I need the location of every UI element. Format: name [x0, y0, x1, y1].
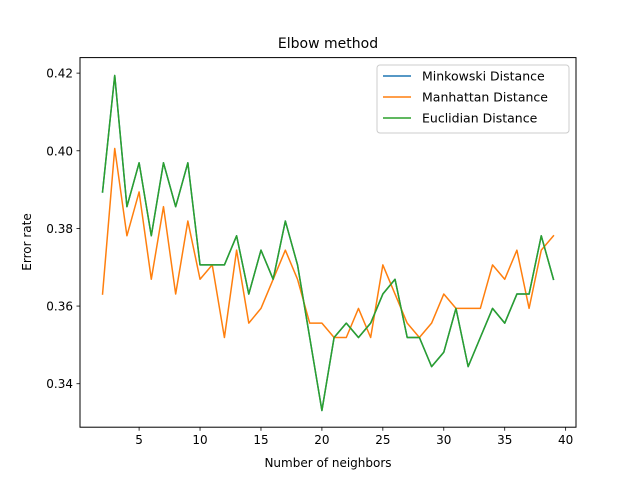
x-tick-label: 30: [436, 433, 451, 447]
plot-area: [79, 57, 577, 428]
legend-frame: [376, 64, 570, 134]
series-lines: [101, 74, 555, 412]
x-tick-label: 20: [314, 433, 329, 447]
x-axis-label: Number of neighbors: [264, 456, 391, 470]
x-tick-label: 35: [497, 433, 512, 447]
plot-frame: [79, 57, 577, 428]
y-tick-label: 0.40: [46, 144, 73, 158]
chart-title: Elbow method: [278, 36, 378, 52]
y-axis: 0.34 0.36 0.38 0.40 0.42: [46, 67, 80, 391]
legend-label-minkowski-distance: Minkowski Distance: [422, 69, 545, 84]
y-axis-label: Error rate: [20, 213, 34, 270]
x-tick-label: 15: [253, 433, 268, 447]
series-line-euclidian-distance: [101, 74, 555, 412]
legend-label-manhattan-distance: Manhattan Distance: [422, 90, 548, 105]
y-tick-label: 0.42: [46, 67, 73, 81]
legend: Minkowski Distance Manhattan Distance Eucl…: [376, 64, 570, 134]
x-tick-label: 40: [558, 433, 573, 447]
x-tick-label: 5: [135, 433, 143, 447]
x-tick-label: 10: [192, 433, 207, 447]
x-axis: 5 10 15 20 25 30 35 40: [135, 427, 573, 447]
legend-label-euclidian-distance: Euclidian Distance: [422, 111, 538, 126]
x-tick-label: 25: [375, 433, 390, 447]
y-tick-label: 0.38: [46, 222, 73, 236]
y-tick-label: 0.34: [46, 377, 73, 391]
series-line-manhattan-distance: [101, 147, 555, 339]
y-tick-label: 0.36: [46, 300, 73, 314]
